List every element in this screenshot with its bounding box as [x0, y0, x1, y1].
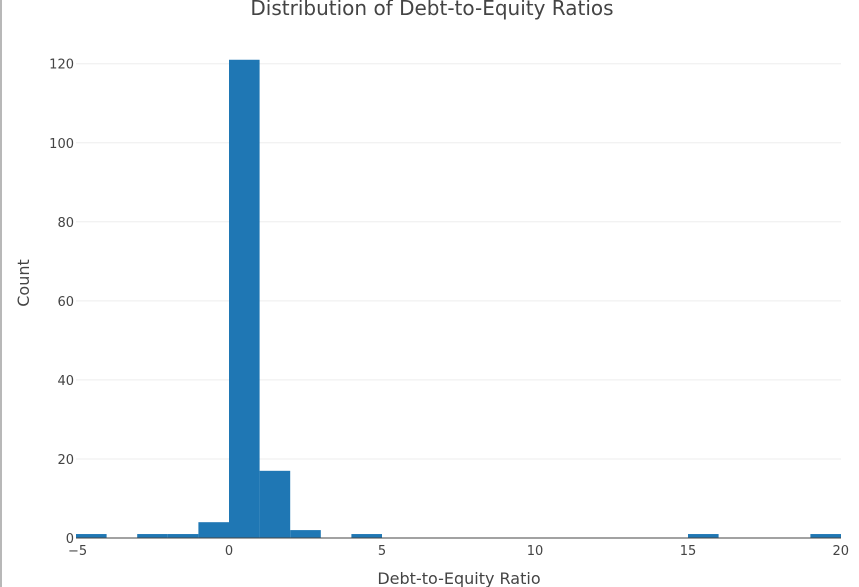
y-tick-label: 20 [57, 453, 74, 468]
y-tick-label: 40 [57, 374, 74, 389]
x-tick-label: 10 [527, 544, 544, 559]
chart-title: Distribution of Debt-to-Equity Ratios [250, 0, 613, 20]
gridlines [76, 63, 841, 460]
histogram-bar [688, 534, 719, 538]
histogram-bar [76, 534, 107, 538]
histogram-bar [290, 530, 321, 538]
y-axis-title: Count [14, 259, 33, 307]
x-tick-label: 5 [378, 544, 386, 559]
histogram-bar [198, 522, 229, 538]
histogram-bar [229, 59, 260, 539]
histogram-bars [76, 59, 841, 539]
x-axis-title: Debt-to-Equity Ratio [377, 569, 540, 587]
left-edge-rule [0, 0, 2, 587]
x-tick-label: 0 [225, 544, 233, 559]
histogram-bar [351, 534, 382, 538]
x-tick-label: 20 [832, 544, 849, 559]
y-tick-label: 60 [57, 295, 74, 310]
y-tick-label: 0 [66, 532, 74, 547]
x-axis-ticks: −5 0 5 10 15 20 [68, 544, 849, 559]
y-tick-label: 100 [49, 137, 74, 152]
x-tick-label: 15 [680, 544, 697, 559]
histogram-bar [810, 534, 841, 538]
y-tick-label: 120 [49, 58, 74, 73]
histogram-bar [259, 470, 291, 538]
histogram-bar [167, 534, 199, 538]
x-tick-label: −5 [68, 544, 87, 559]
y-tick-label: 80 [57, 216, 74, 231]
histogram-bar [137, 534, 168, 538]
y-axis-ticks: 0 20 40 60 80 100 120 [49, 58, 74, 547]
